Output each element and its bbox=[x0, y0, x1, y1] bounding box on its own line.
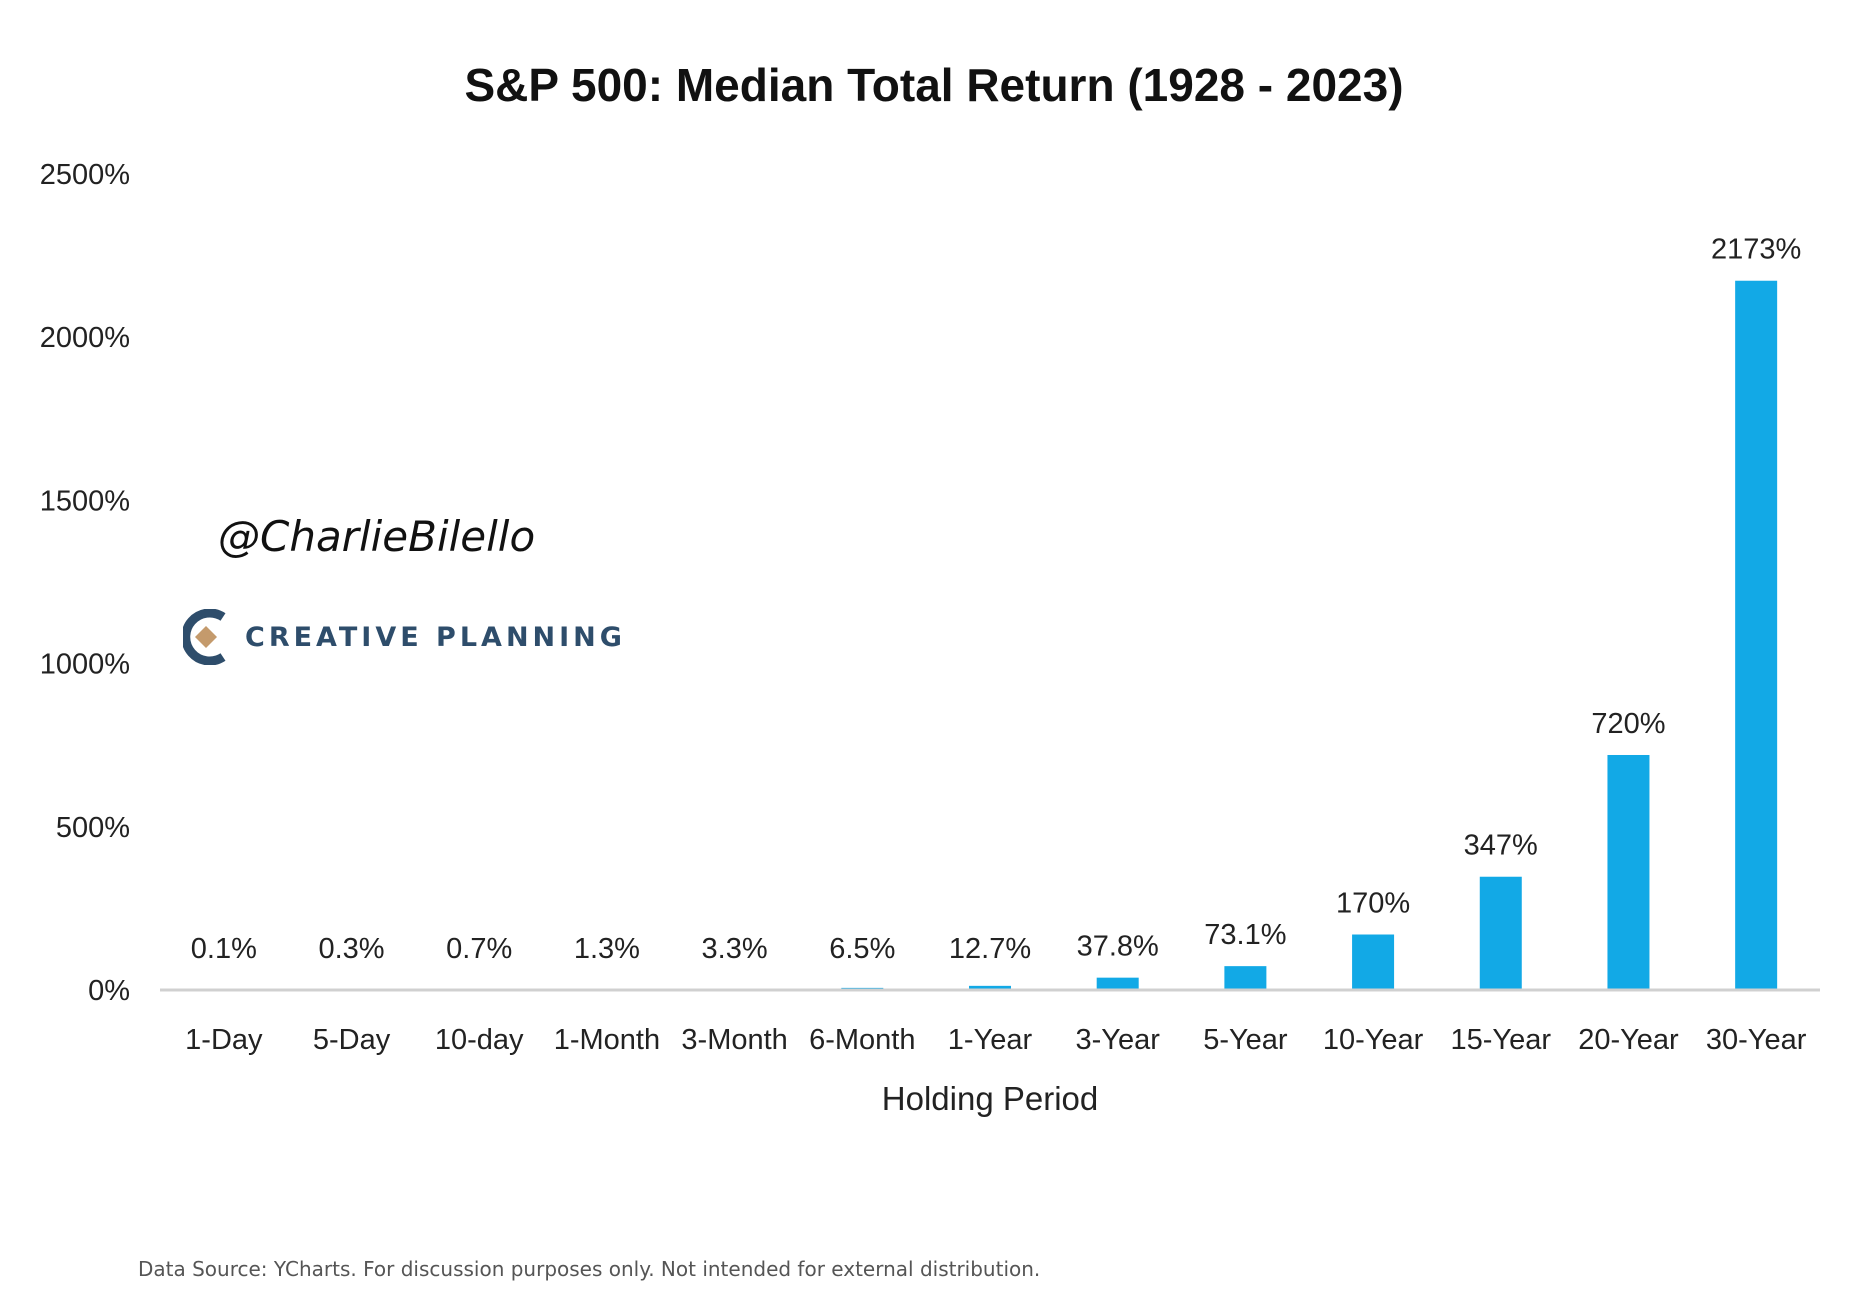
x-tick-label: 1-Year bbox=[948, 1024, 1033, 1056]
data-label: 3.3% bbox=[702, 933, 768, 965]
x-tick-label: 3-Year bbox=[1075, 1024, 1160, 1056]
bar bbox=[1479, 876, 1522, 990]
y-tick-label: 500% bbox=[56, 812, 130, 844]
data-label: 37.8% bbox=[1077, 931, 1159, 963]
x-axis-title: Holding Period bbox=[882, 1080, 1098, 1117]
y-tick-label: 2500% bbox=[40, 159, 130, 191]
creative-planning-logo-icon bbox=[183, 609, 226, 665]
bar bbox=[1096, 977, 1139, 990]
x-tick-label: 1-Day bbox=[185, 1024, 263, 1056]
y-tick-label: 0% bbox=[88, 975, 130, 1007]
brand-watermark: CREATIVE PLANNING bbox=[183, 602, 626, 672]
x-tick-label: 20-Year bbox=[1578, 1024, 1679, 1056]
data-label: 2173% bbox=[1711, 234, 1801, 266]
data-source-footnote: Data Source: YCharts. For discussion pur… bbox=[138, 1257, 1041, 1281]
x-tick-label: 10-Year bbox=[1323, 1024, 1424, 1056]
x-tick-label: 5-Year bbox=[1203, 1024, 1288, 1056]
x-tick-label: 30-Year bbox=[1706, 1024, 1807, 1056]
y-tick-label: 1500% bbox=[40, 485, 130, 517]
data-labels: 0.1% 0.3% 0.7% 1.3% 3.3% 6.5% 12.7% 37.8% 73.1% 1… bbox=[191, 234, 1802, 965]
x-axis: 1-Day 5-Day 10-day 1-Month 3-Month 6-Month 1-Y… bbox=[160, 988, 1820, 1056]
data-label: 12.7% bbox=[949, 933, 1031, 965]
x-tick-label: 10-day bbox=[435, 1024, 524, 1056]
data-label: 0.3% bbox=[318, 933, 384, 965]
y-axis: 0% 500% 1000% 1500% 2000% 2500% bbox=[40, 159, 130, 1007]
data-label: 170% bbox=[1336, 888, 1410, 920]
data-label: 73.1% bbox=[1204, 919, 1286, 951]
x-tick-label: 6-Month bbox=[809, 1024, 915, 1056]
brand-name: CREATIVE PLANNING bbox=[245, 621, 626, 653]
bar bbox=[1735, 280, 1778, 990]
data-label: 720% bbox=[1591, 708, 1665, 740]
bar bbox=[1352, 934, 1395, 990]
data-label: 347% bbox=[1464, 830, 1538, 862]
chart-title: S&P 500: Median Total Return (1928 - 202… bbox=[464, 59, 1404, 111]
x-tick-label: 5-Day bbox=[313, 1024, 391, 1056]
bar bbox=[969, 985, 1011, 990]
x-tick-label: 15-Year bbox=[1451, 1024, 1552, 1056]
bar bbox=[1607, 754, 1650, 990]
bar bbox=[1224, 966, 1267, 990]
x-tick-label: 1-Month bbox=[554, 1024, 660, 1056]
y-tick-label: 2000% bbox=[40, 322, 130, 354]
x-tick-label: 3-Month bbox=[681, 1024, 787, 1056]
data-label: 0.7% bbox=[446, 933, 512, 965]
data-label: 6.5% bbox=[829, 933, 895, 965]
data-label: 1.3% bbox=[574, 933, 640, 965]
data-label: 0.1% bbox=[191, 933, 257, 965]
y-tick-label: 1000% bbox=[40, 649, 130, 681]
author-handle: @CharlieBilello bbox=[218, 512, 536, 561]
